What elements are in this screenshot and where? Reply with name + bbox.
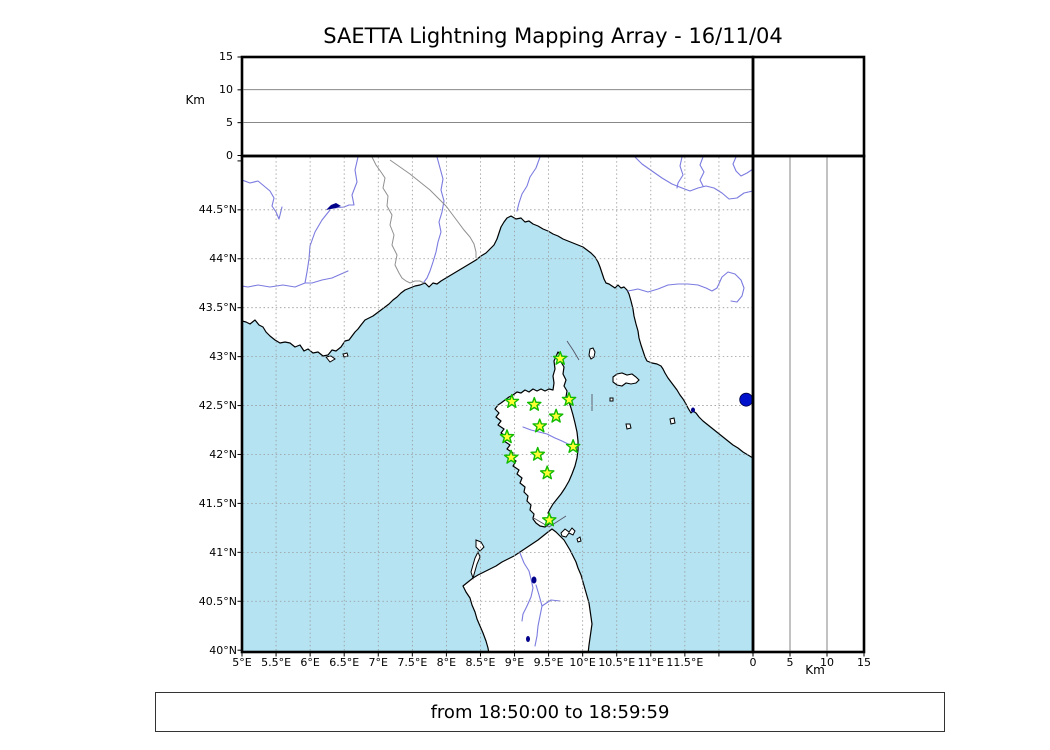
lat-tick-label: 41°N (209, 545, 237, 559)
lon-tick-label: 7°E (368, 656, 388, 669)
island-pianosa (625, 423, 632, 430)
lon-tick-label: 6°E (300, 656, 320, 669)
station-marker (541, 512, 557, 527)
rivers (243, 157, 752, 647)
panel-frames (240, 55, 866, 654)
station-marker (530, 446, 546, 461)
alt-lat-panel-frame (751, 154, 866, 654)
altitude-tick-label-bottom: 5 (786, 656, 794, 669)
station-marker (548, 408, 564, 423)
station-markers (499, 350, 581, 527)
lat-tick-label: 43°N (209, 350, 237, 364)
lat-tick-label: 44°N (209, 252, 237, 266)
lon-tick-label: 9°E (504, 656, 525, 669)
station-marker (565, 439, 581, 453)
lon-tick-label: 5.5°E (261, 656, 292, 669)
alt-lon-panel-grid (243, 89, 752, 124)
lat-tick-label: 43.5°N (198, 301, 237, 315)
time-range-text: from 18:50:00 to 18:59:59 (430, 701, 670, 723)
lon-tick-label: 8.5°E (465, 656, 496, 669)
lat-tick-label: 41.5°N (198, 496, 237, 510)
lon-tick-label: 7.5°E (397, 656, 428, 669)
lon-tick-label: 8°E (436, 656, 457, 669)
station-marker (552, 350, 568, 365)
lat-tick-label: 42.5°N (198, 399, 237, 413)
event-dot (739, 392, 752, 407)
altitude-axis-label-left: Km (185, 93, 205, 107)
altitude-axis-label-right: Km (805, 663, 825, 677)
lakes (326, 203, 695, 642)
graticule (243, 157, 752, 651)
station-marker (539, 465, 555, 480)
island-corsica (494, 351, 579, 528)
island-elba (612, 372, 640, 387)
time-range-box: from 18:50:00 to 18:59:59 (155, 692, 945, 732)
lat-tick-label: 44.5°N (198, 203, 237, 217)
lon-tick-label: 10.5°E (598, 656, 636, 669)
station-marker (499, 429, 515, 444)
lon-tick-label: 5°E (232, 656, 252, 669)
station-marker (503, 449, 519, 464)
island-capraia (588, 347, 596, 360)
lon-tick-label: 9.5°E (533, 656, 564, 669)
station-marker (532, 418, 548, 433)
altitude-tick-label-bottom: 15 (857, 656, 871, 669)
page-title: SAETTA Lightning Mapping Array - 16/11/0… (323, 24, 783, 48)
altitude-tick-label-bottom: 0 (749, 656, 757, 669)
island-sardinia (462, 528, 593, 651)
alt-lon-panel-frame (240, 55, 755, 158)
station-marker (561, 392, 577, 406)
altitude-tick-label-left: 15 (219, 50, 233, 64)
lat-tick-label: 42°N (209, 447, 237, 461)
altitude-tick-label-left: 5 (226, 116, 233, 130)
islet-small (609, 397, 614, 402)
lon-tick-label: 10°E (569, 656, 596, 669)
lon-tick-label: 11.5°E (666, 656, 704, 669)
station-marker (504, 393, 520, 408)
altitude-tick-label-left: 10 (219, 83, 233, 97)
landmass-france-italy (243, 157, 752, 459)
islands-maddalena (560, 527, 582, 543)
alt-lat-panel-grid (789, 157, 828, 651)
lon-tick-label: 6.5°E (329, 656, 360, 669)
altitude-tick-label-left: 0 (226, 149, 233, 162)
corner-panel-frame (751, 55, 866, 158)
altitude-tick-label-bottom: 10 (820, 656, 834, 669)
map-line-marks (531, 340, 593, 528)
station-marker (526, 396, 542, 411)
map-panel (243, 157, 752, 651)
lat-tick-label: 40.5°N (198, 594, 237, 608)
lat-tick-label: 40°N (209, 643, 237, 657)
island-giglio (669, 417, 676, 425)
lon-tick-label: 11°E (637, 656, 665, 669)
